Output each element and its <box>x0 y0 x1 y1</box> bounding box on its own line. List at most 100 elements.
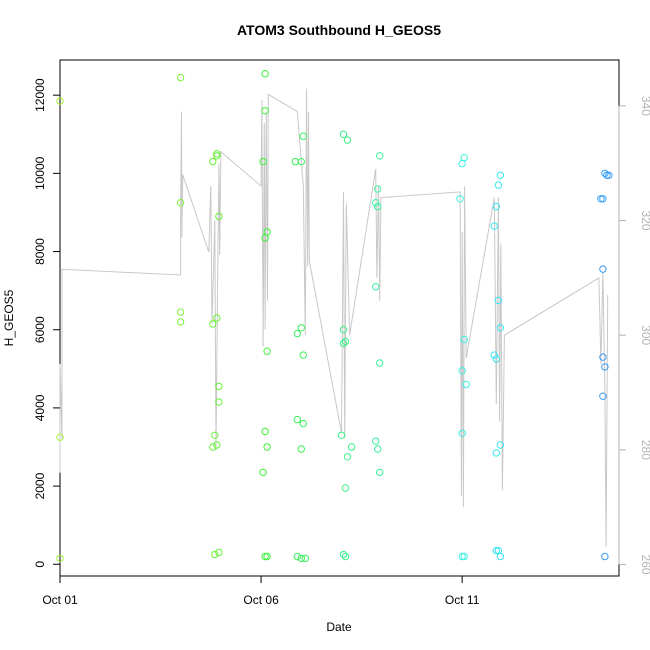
data-point <box>297 445 305 453</box>
data-point <box>337 431 346 439</box>
data-points <box>56 70 613 563</box>
data-point <box>297 324 305 332</box>
data-point <box>460 552 468 561</box>
data-point <box>209 443 217 451</box>
data-point <box>293 329 301 338</box>
data-point <box>603 171 611 180</box>
data-point <box>291 157 299 166</box>
data-point <box>458 367 466 375</box>
data-point <box>599 353 607 361</box>
data-point <box>261 552 269 561</box>
y2-tick-label: 280 <box>639 440 650 460</box>
x-tick-label: Oct 01 <box>42 593 78 607</box>
data-point <box>496 324 505 332</box>
data-point <box>492 355 500 363</box>
data-point <box>176 308 185 316</box>
data-point <box>176 318 185 326</box>
data-point <box>460 335 468 344</box>
data-point <box>494 296 503 305</box>
data-point <box>599 195 607 203</box>
data-point <box>494 181 503 189</box>
data-point <box>261 427 269 436</box>
data-point <box>601 169 609 178</box>
y2-tick-label: 260 <box>639 555 650 575</box>
data-point <box>259 468 267 477</box>
data-point <box>299 419 307 428</box>
data-point <box>56 97 64 105</box>
data-point <box>456 195 464 203</box>
data-point <box>261 234 269 242</box>
data-point <box>215 548 223 557</box>
data-point <box>376 359 384 367</box>
y2-tick-label: 320 <box>639 211 650 231</box>
data-point <box>209 157 217 166</box>
data-point <box>490 351 498 359</box>
y2-tick-label: 340 <box>639 96 650 116</box>
data-point <box>215 212 223 221</box>
x-tick-label: Oct 06 <box>243 593 279 607</box>
data-point <box>263 552 271 561</box>
data-point <box>374 445 382 453</box>
x-axis: Oct 01 Oct 06 Oct 11 <box>42 575 480 607</box>
plot-frame <box>59 59 620 577</box>
data-point <box>341 484 350 492</box>
data-point <box>372 199 380 207</box>
data-point <box>215 398 223 406</box>
data-point <box>458 552 466 561</box>
data-point <box>213 441 221 449</box>
secondary-series-line <box>59 88 609 548</box>
data-point <box>376 152 384 160</box>
data-point <box>374 185 382 193</box>
data-point <box>458 159 466 168</box>
y2-tick-label: 300 <box>639 325 650 345</box>
data-point <box>599 265 607 273</box>
data-point <box>339 339 348 348</box>
data-point <box>261 107 269 115</box>
data-point <box>263 443 271 451</box>
data-point <box>374 202 382 211</box>
y-tick-label: 4000 <box>33 394 47 421</box>
y-tick-label: 8000 <box>33 238 47 265</box>
data-point <box>213 150 221 158</box>
data-point <box>490 222 498 230</box>
data-point <box>293 552 301 561</box>
data-point <box>599 392 607 400</box>
data-point <box>339 550 348 559</box>
data-point <box>297 554 305 563</box>
data-point <box>56 433 64 441</box>
data-point <box>496 552 505 561</box>
data-point <box>259 157 267 166</box>
data-point <box>299 132 307 140</box>
secondary-series-path <box>59 88 609 548</box>
data-point <box>347 443 356 451</box>
data-point <box>56 554 64 563</box>
data-point <box>209 320 217 328</box>
data-point <box>605 171 613 180</box>
data-point <box>299 351 307 359</box>
data-point <box>261 70 269 78</box>
data-point <box>343 453 352 461</box>
right-axis: 260 280 300 320 340 <box>618 96 650 575</box>
data-point <box>213 152 221 160</box>
data-point <box>341 552 350 561</box>
data-point <box>343 136 352 144</box>
data-point <box>211 431 219 439</box>
y-tick-label: 0 <box>33 561 47 568</box>
data-point <box>496 171 505 180</box>
data-point <box>301 554 309 563</box>
data-point <box>215 382 223 391</box>
data-point <box>376 468 384 477</box>
data-point <box>597 195 605 203</box>
data-point <box>341 337 350 346</box>
data-point <box>297 157 305 166</box>
data-point <box>492 546 500 555</box>
y-tick-label: 6000 <box>33 316 47 343</box>
y-tick-label: 10000 <box>33 156 47 190</box>
data-point <box>458 429 466 437</box>
y-tick-label: 12000 <box>33 78 47 112</box>
chart-title: ATOM3 Southbound H_GEOS5 <box>237 22 441 38</box>
y-axis: 0 2000 4000 6000 8000 10000 12000 <box>33 78 60 568</box>
data-point <box>372 283 380 291</box>
data-point <box>462 380 470 389</box>
